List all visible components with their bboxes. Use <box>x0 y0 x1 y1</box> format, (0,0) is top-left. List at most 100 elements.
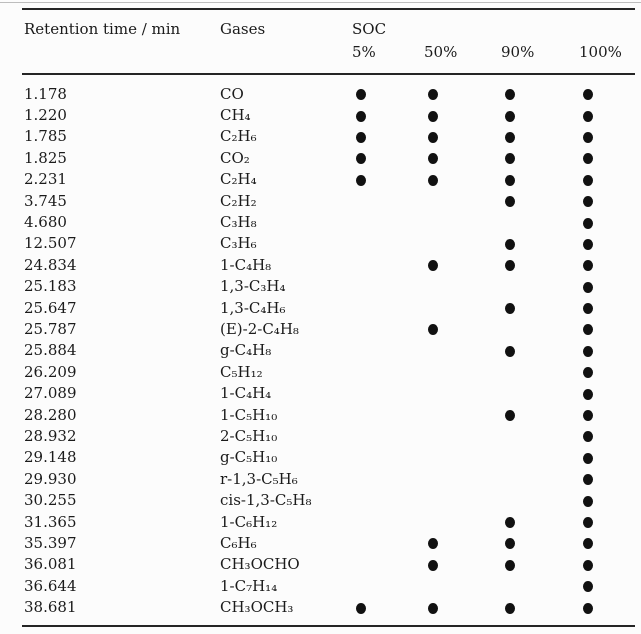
table-row: 1.220 CH₄ <box>24 104 632 125</box>
soc-50-cell <box>422 256 499 274</box>
presence-dot-icon <box>505 538 515 550</box>
retention-time-value: 4.680 <box>24 213 67 232</box>
soc-5-cell <box>350 106 422 124</box>
soc-100-cell <box>577 106 632 124</box>
soc-100-cell <box>577 341 632 359</box>
gas-name: g-C₅H₁₀ <box>220 448 278 467</box>
retention-time-value: 1.220 <box>24 106 67 125</box>
table-row: 3.745 C₂H₂ <box>24 190 632 211</box>
retention-time-value: 25.787 <box>24 319 77 338</box>
soc-100-cell <box>577 213 632 231</box>
presence-dot-icon <box>505 131 515 143</box>
presence-dot-icon <box>583 517 593 528</box>
table-header: Retention time / min Gases SOC 5% 50% 90… <box>24 20 632 61</box>
soc-50-cell <box>422 555 499 573</box>
presence-dot-icon <box>583 217 593 229</box>
retention-time-value: 3.745 <box>24 191 67 210</box>
gas-name: 1-C₅H₁₀ <box>220 405 278 424</box>
gas-name: 1-C₇H₁₄ <box>220 576 278 595</box>
soc-90-cell <box>499 256 577 274</box>
retention-time-value: 25.884 <box>24 341 77 360</box>
soc-90-cell <box>499 341 577 359</box>
soc-5-cell <box>350 85 422 103</box>
table-top-rule <box>22 8 635 10</box>
table-row: 25.884 g-C₄H₈ <box>24 340 632 361</box>
header-soc-50: 50% <box>424 43 458 61</box>
retention-time-value: 29.930 <box>24 469 77 488</box>
retention-time-value: 25.183 <box>24 277 77 296</box>
soc-100-cell <box>577 363 632 381</box>
soc-100-cell <box>577 192 632 210</box>
retention-time-value: 31.365 <box>24 512 77 531</box>
soc-50-cell <box>422 106 499 124</box>
presence-dot-icon <box>505 174 515 186</box>
presence-dot-icon <box>505 345 515 357</box>
presence-dot-icon <box>583 602 593 614</box>
retention-time-value: 35.397 <box>24 533 77 552</box>
table-row: 25.647 1,3-C₄H₆ <box>24 297 632 318</box>
presence-dot-icon <box>505 410 515 422</box>
gas-name: CO₂ <box>220 148 250 167</box>
header-soc-90: 90% <box>501 43 535 61</box>
soc-100-cell <box>577 149 632 167</box>
presence-dot-icon <box>583 345 593 357</box>
retention-time-value: 1.825 <box>24 148 67 167</box>
retention-time-value: 36.081 <box>24 555 77 574</box>
presence-dot-icon <box>428 131 438 143</box>
gas-name: C₆H₆ <box>220 533 257 552</box>
soc-100-cell <box>577 384 632 402</box>
presence-dot-icon <box>505 89 515 101</box>
soc-100-cell <box>577 470 632 488</box>
soc-100-cell <box>577 491 632 509</box>
retention-time-value: 30.255 <box>24 491 77 510</box>
table-row: 12.507 C₃H₆ <box>24 233 632 254</box>
soc-100-cell <box>577 320 632 338</box>
gas-name: 1,3-C₄H₆ <box>220 298 286 317</box>
presence-dot-icon <box>356 153 366 165</box>
presence-dot-icon <box>583 367 593 379</box>
soc-100-cell <box>577 427 632 445</box>
soc-90-cell <box>499 534 577 552</box>
retention-time-value: 27.089 <box>24 384 77 403</box>
header-soc-5: 5% <box>352 43 376 61</box>
presence-dot-icon <box>583 495 593 507</box>
presence-dot-icon <box>583 131 593 143</box>
gas-name: 2-C₅H₁₀ <box>220 426 278 445</box>
retention-time-value: 12.507 <box>24 234 77 253</box>
table-body: 1.178 CO 1.220 CH₄ 1.785 C₂H₆ 1.825 CO₂ 2.231 C₂H… <box>24 83 632 618</box>
presence-dot-icon <box>356 110 366 122</box>
table-row: 24.834 1-C₄H₈ <box>24 254 632 275</box>
header-soc-100: 100% <box>579 43 622 61</box>
soc-100-cell <box>577 277 632 295</box>
gas-name: C₂H₄ <box>220 170 257 189</box>
soc-90-cell <box>499 555 577 573</box>
soc-100-cell <box>577 513 632 531</box>
table-row: 31.365 1-C₆H₁₂ <box>24 511 632 532</box>
presence-dot-icon <box>583 281 593 293</box>
gas-name: cis-1,3-C₅H₈ <box>220 491 312 510</box>
presence-dot-icon <box>583 559 593 571</box>
table-row: 28.280 1-C₅H₁₀ <box>24 404 632 425</box>
retention-time-value: 2.231 <box>24 170 67 189</box>
table-row: 2.231 C₂H₄ <box>24 169 632 190</box>
table-row: 1.178 CO <box>24 83 632 104</box>
soc-90-cell <box>499 85 577 103</box>
gas-name: r-1,3-C₅H₆ <box>220 469 298 488</box>
table-row: 30.255 cis-1,3-C₅H₈ <box>24 489 632 510</box>
retention-time-value: 26.209 <box>24 362 77 381</box>
soc-100-cell <box>577 299 632 317</box>
presence-dot-icon <box>583 174 593 186</box>
header-soc: SOC <box>352 20 387 38</box>
presence-dot-icon <box>583 410 593 422</box>
soc-50-cell <box>422 170 499 188</box>
table-row: 38.681 CH₃OCH₃ <box>24 596 632 617</box>
presence-dot-icon <box>583 196 593 208</box>
presence-dot-icon <box>356 89 366 101</box>
soc-90-cell <box>499 234 577 252</box>
table-row: 26.209 C₅H₁₂ <box>24 361 632 382</box>
table-row: 1.825 CO₂ <box>24 147 632 168</box>
presence-dot-icon <box>505 559 515 571</box>
table-row: 25.183 1,3-C₃H₄ <box>24 276 632 297</box>
gas-name: (E)-2-C₄H₈ <box>220 319 299 338</box>
